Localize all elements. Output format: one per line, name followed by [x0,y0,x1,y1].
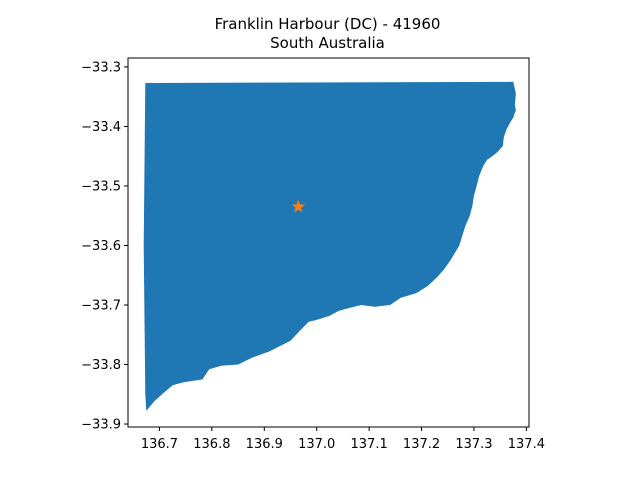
x-axis: 136.7 136.8 136.9 137.0 137.1 137.2 137.3 137.4 [141,427,545,452]
x-tick-label: 137.1 [351,437,388,452]
y-tick-label: −33.4 [81,120,121,135]
y-tick-label: −33.5 [81,179,121,194]
chart-title: Franklin Harbour (DC) - 41960 South Aust… [0,15,640,53]
x-tick-label: 136.7 [141,437,178,452]
y-tick-label: −33.9 [81,418,121,433]
x-tick-label: 136.8 [193,437,230,452]
y-tick-label: −33.7 [81,298,121,313]
x-tick-label: 136.9 [246,437,283,452]
centroid-star-marker [291,199,305,213]
chart-title-line1: Franklin Harbour (DC) - 41960 [214,15,441,33]
x-tick-label: 137.2 [403,437,440,452]
y-axis: −33.3 −33.4 −33.5 −33.6 −33.7 −33.8 −33.9 [81,60,128,433]
chart-title-line2: South Australia [270,34,385,52]
x-tick-label: 137.4 [508,437,545,452]
axes-frame [127,57,530,428]
region-polygon [143,81,516,411]
y-tick-label: −33.6 [81,239,121,254]
x-tick-label: 137.3 [455,437,492,452]
x-tick-label: 137.0 [298,437,335,452]
y-tick-label: −33.3 [81,60,121,75]
y-tick-label: −33.8 [81,358,121,373]
